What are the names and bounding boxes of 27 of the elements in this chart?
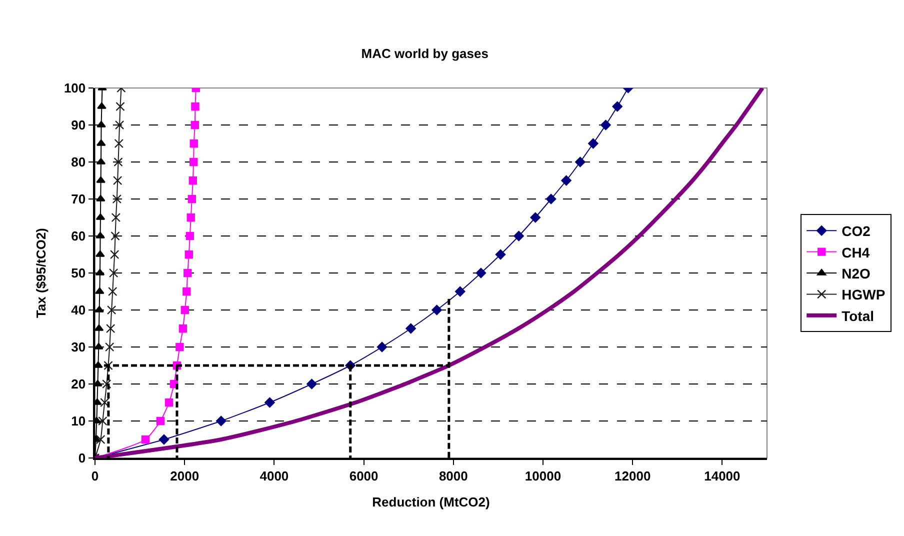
- chart-title: MAC world by gases: [361, 46, 488, 62]
- legend-label: CO2: [842, 223, 871, 240]
- y-tick-label: 40: [71, 302, 86, 318]
- y-tick-label: 20: [71, 376, 86, 392]
- x-tick-label: 12000: [614, 468, 651, 484]
- x-tick-label: 4000: [260, 468, 289, 484]
- y-tick-label: 100: [64, 80, 86, 96]
- y-tick-label: 0: [78, 450, 86, 466]
- y-tick-label: 50: [71, 266, 86, 281]
- x-tick-label: 2000: [170, 468, 200, 484]
- x-tick-label: 10000: [524, 468, 562, 484]
- y-tick-label: 10: [71, 414, 86, 429]
- y-tick-label: 60: [71, 228, 86, 244]
- legend-label: CH4: [842, 244, 870, 260]
- legend-label: N2O: [842, 265, 870, 282]
- x-tick-label: 6000: [349, 468, 378, 484]
- x-tick-label: 14000: [704, 468, 740, 484]
- x-tick-label: 8000: [438, 468, 468, 484]
- y-tick-label: 30: [71, 340, 86, 355]
- x-axis-title: Reduction (MtCO2): [372, 494, 490, 510]
- y-tick-label: 90: [71, 118, 86, 133]
- x-tick-label: 0: [91, 468, 99, 484]
- y-axis-title: Tax ($95/tCO2): [33, 228, 48, 318]
- legend-label: HGWP: [842, 286, 886, 303]
- legend-label: Total: [842, 308, 874, 324]
- y-tick-label: 80: [71, 154, 86, 170]
- y-tick-label: 70: [71, 192, 86, 207]
